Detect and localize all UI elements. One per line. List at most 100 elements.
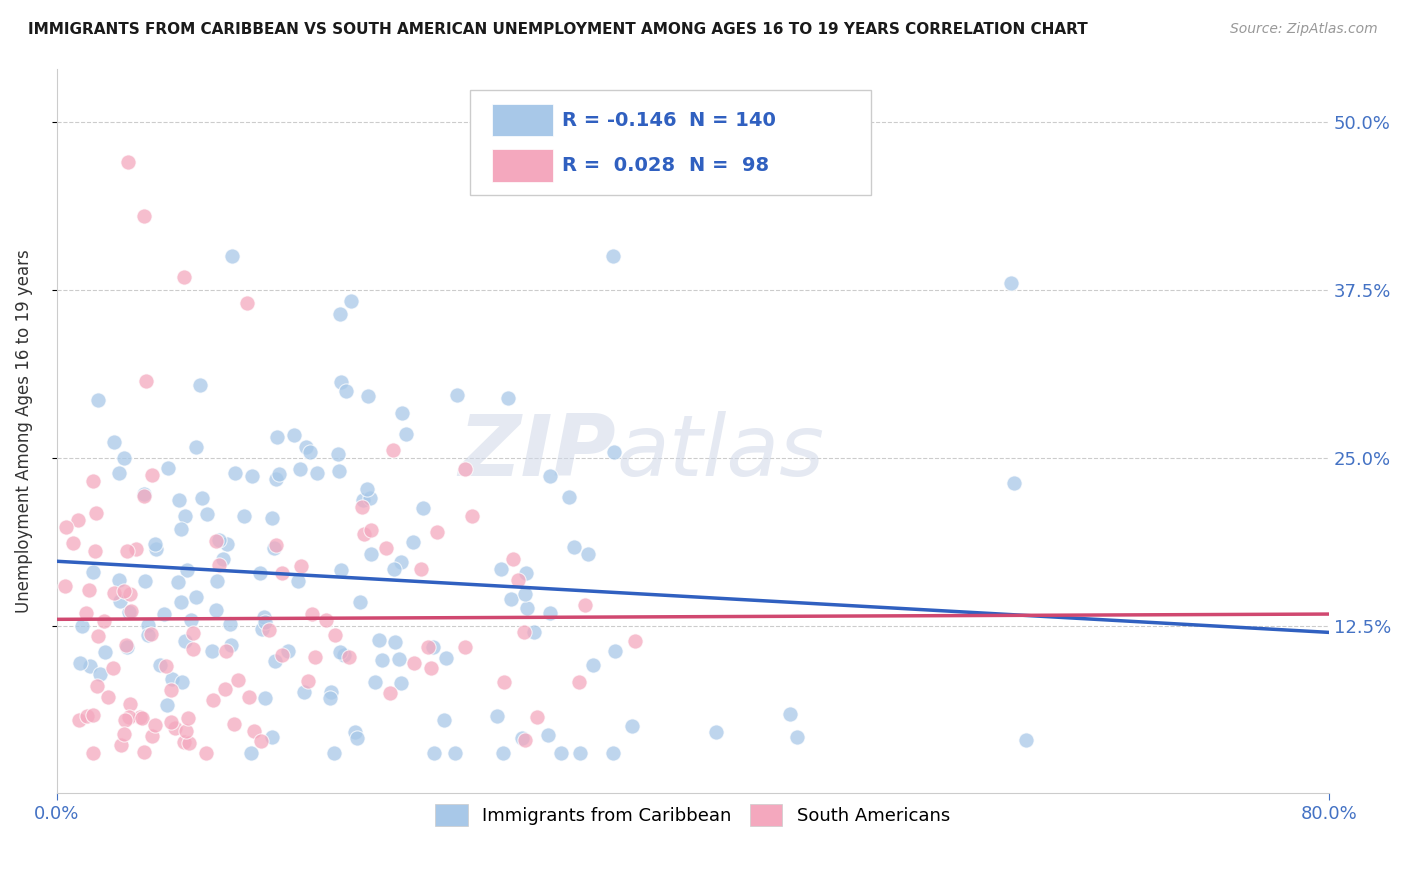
Text: R = -0.146: R = -0.146: [561, 111, 676, 129]
Point: [115, 544, 138, 558]
Point: [568, 746, 591, 760]
Point: [221, 249, 243, 263]
Point: [288, 462, 311, 476]
Point: [156, 698, 179, 712]
Point: [97, 690, 120, 705]
Point: [382, 562, 405, 576]
Point: [215, 537, 238, 551]
Point: [159, 715, 181, 730]
Point: [238, 690, 260, 704]
Point: [363, 675, 385, 690]
Point: [295, 440, 318, 454]
Point: [513, 625, 536, 640]
Point: [489, 562, 512, 576]
Point: [515, 566, 537, 580]
Point: [75, 606, 97, 620]
Point: [506, 574, 529, 588]
Point: [360, 524, 382, 538]
Point: [160, 673, 183, 687]
Point: [112, 583, 135, 598]
Text: IMMIGRANTS FROM CARIBBEAN VS SOUTH AMERICAN UNEMPLOYMENT AMONG AGES 16 TO 19 YEA: IMMIGRANTS FROM CARIBBEAN VS SOUTH AMERI…: [28, 22, 1088, 37]
Point: [232, 509, 254, 524]
Point: [283, 428, 305, 442]
Point: [384, 635, 406, 649]
Point: [382, 442, 405, 457]
Point: [86, 679, 108, 693]
Point: [145, 542, 167, 557]
Point: [786, 731, 808, 745]
Point: [170, 595, 193, 609]
Point: [526, 710, 548, 724]
Point: [568, 674, 591, 689]
Point: [134, 745, 156, 759]
Point: [139, 627, 162, 641]
Point: [602, 249, 624, 263]
Point: [433, 713, 456, 727]
Point: [315, 613, 337, 627]
Point: [252, 622, 274, 636]
Point: [603, 644, 626, 658]
Point: [574, 598, 596, 612]
Point: [329, 563, 352, 577]
Point: [576, 547, 599, 561]
Point: [177, 711, 200, 725]
Point: [266, 429, 288, 443]
Point: [1015, 733, 1038, 747]
Text: Source: ZipAtlas.com: Source: ZipAtlas.com: [1230, 22, 1378, 37]
Point: [67, 513, 90, 527]
Point: [250, 734, 273, 748]
Point: [1000, 277, 1022, 291]
Point: [779, 707, 801, 722]
Point: [337, 650, 360, 665]
Point: [621, 719, 644, 733]
FancyBboxPatch shape: [470, 90, 870, 195]
Point: [350, 500, 373, 515]
Point: [260, 731, 283, 745]
Point: [516, 600, 538, 615]
Point: [114, 727, 136, 741]
Point: [550, 746, 572, 760]
Point: [131, 711, 153, 725]
Point: [82, 746, 104, 760]
Point: [333, 648, 356, 663]
Point: [132, 209, 155, 223]
Point: [360, 548, 382, 562]
Point: [423, 746, 446, 760]
Point: [173, 269, 195, 284]
Point: [496, 392, 519, 406]
Point: [512, 731, 534, 745]
Point: [103, 586, 125, 600]
Point: [136, 617, 159, 632]
Point: [174, 724, 197, 739]
Point: [264, 654, 287, 668]
Point: [132, 486, 155, 500]
Point: [157, 461, 180, 475]
Point: [388, 652, 411, 666]
Point: [253, 691, 276, 706]
Point: [538, 469, 561, 483]
Point: [118, 605, 141, 619]
Point: [391, 555, 413, 569]
Point: [602, 746, 624, 760]
Point: [110, 738, 132, 752]
Point: [101, 661, 124, 675]
Point: [299, 445, 322, 459]
Point: [53, 578, 76, 592]
Point: [329, 307, 352, 321]
Point: [270, 566, 292, 580]
Point: [82, 474, 104, 488]
Point: [352, 493, 374, 508]
Point: [120, 587, 142, 601]
Legend: Immigrants from Caribbean, South Americans: Immigrants from Caribbean, South America…: [426, 795, 959, 835]
Point: [411, 562, 433, 576]
Point: [128, 710, 150, 724]
Point: [120, 604, 142, 618]
Point: [67, 713, 90, 727]
Point: [359, 491, 381, 506]
Point: [180, 613, 202, 627]
Point: [380, 686, 402, 700]
Point: [224, 466, 246, 480]
Point: [485, 709, 508, 723]
Point: [159, 683, 181, 698]
Point: [79, 658, 101, 673]
